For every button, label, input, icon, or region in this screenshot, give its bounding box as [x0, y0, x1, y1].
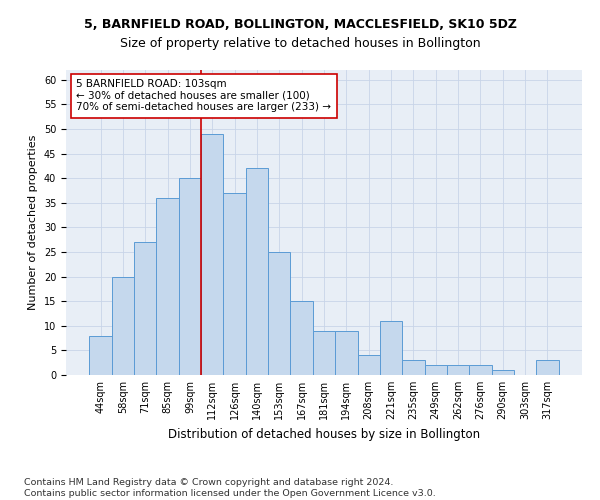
Bar [201, 134, 223, 375]
X-axis label: Distribution of detached houses by size in Bollington: Distribution of detached houses by size … [168, 428, 480, 440]
Bar [112, 276, 134, 375]
Text: Contains HM Land Registry data © Crown copyright and database right 2024.
Contai: Contains HM Land Registry data © Crown c… [24, 478, 436, 498]
Text: Size of property relative to detached houses in Bollington: Size of property relative to detached ho… [119, 38, 481, 51]
Bar [536, 360, 559, 375]
Bar [268, 252, 290, 375]
Bar [89, 336, 112, 375]
Bar [358, 356, 380, 375]
Bar [179, 178, 201, 375]
Bar [157, 198, 179, 375]
Bar [469, 365, 491, 375]
Bar [313, 330, 335, 375]
Bar [290, 301, 313, 375]
Bar [447, 365, 469, 375]
Bar [246, 168, 268, 375]
Bar [134, 242, 157, 375]
Bar [335, 330, 358, 375]
Text: 5, BARNFIELD ROAD, BOLLINGTON, MACCLESFIELD, SK10 5DZ: 5, BARNFIELD ROAD, BOLLINGTON, MACCLESFI… [83, 18, 517, 30]
Bar [223, 193, 246, 375]
Bar [380, 321, 402, 375]
Y-axis label: Number of detached properties: Number of detached properties [28, 135, 38, 310]
Text: 5 BARNFIELD ROAD: 103sqm
← 30% of detached houses are smaller (100)
70% of semi-: 5 BARNFIELD ROAD: 103sqm ← 30% of detach… [76, 79, 331, 112]
Bar [425, 365, 447, 375]
Bar [402, 360, 425, 375]
Bar [491, 370, 514, 375]
